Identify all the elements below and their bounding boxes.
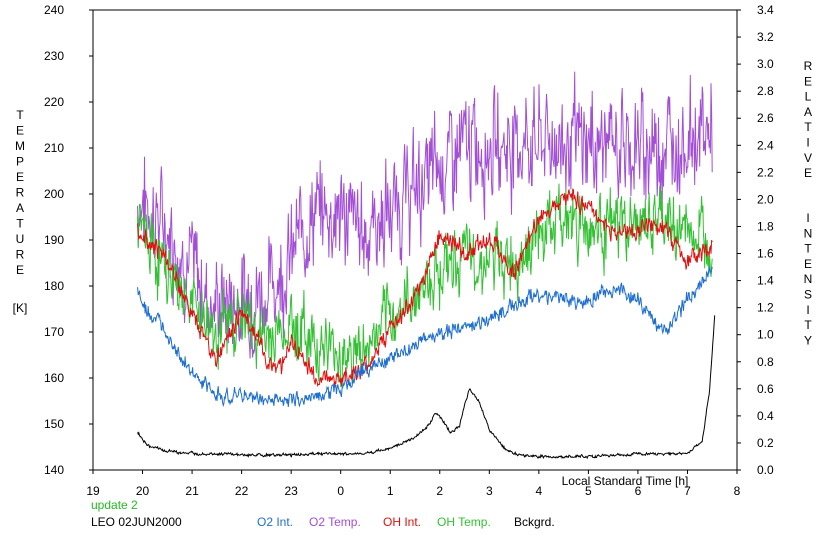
left-axis-unit: [K] <box>13 301 28 315</box>
series-line-oh-int <box>137 188 713 388</box>
left-axis-label-letter: M <box>15 139 25 153</box>
left-axis-label-letter: E <box>16 124 24 138</box>
update-note: update 2 <box>91 498 138 512</box>
left-tick-label: 180 <box>44 279 64 293</box>
right-tick-label: 0.8 <box>757 355 774 369</box>
right-axis-label-letter: Y <box>804 333 812 347</box>
right-axis-label-letter: E <box>804 166 812 180</box>
left-tick-label: 140 <box>44 463 64 477</box>
right-tick-label: 3.0 <box>757 57 774 71</box>
right-tick-label: 0.4 <box>757 409 774 423</box>
right-axis-label-letter: T <box>804 120 812 134</box>
right-tick-label: 1.8 <box>757 219 774 233</box>
right-axis-label-letter: A <box>804 105 812 119</box>
right-tick-label: 1.2 <box>757 301 774 315</box>
left-tick-label: 240 <box>44 3 64 17</box>
right-tick-label: 3.2 <box>757 30 774 44</box>
right-axis-label-letter: S <box>804 288 812 302</box>
series-line-bckgrd <box>137 315 716 460</box>
x-tick-label: 1 <box>387 484 394 498</box>
right-axis-label-letter: I <box>806 136 809 150</box>
x-tick-label: 23 <box>284 484 298 498</box>
x-tick-label: 22 <box>235 484 249 498</box>
site-date-label: LEO 02JUN2000 <box>91 515 182 529</box>
right-tick-label: 2.2 <box>757 165 774 179</box>
series-line-o2-temp <box>137 71 713 359</box>
right-axis-label-letter: V <box>804 151 812 165</box>
right-tick-label: 1.4 <box>757 274 774 288</box>
right-tick-label: 1.6 <box>757 247 774 261</box>
series-line-oh-temp <box>137 183 713 388</box>
left-tick-label: 160 <box>44 371 64 385</box>
left-axis-label-letter: T <box>16 217 24 231</box>
legend-item: O2 Temp. <box>309 515 361 529</box>
x-tick-label: 0 <box>337 484 344 498</box>
left-axis-label-letter: E <box>16 170 24 184</box>
right-axis-label-letter: N <box>804 272 813 286</box>
left-tick-label: 230 <box>44 49 64 63</box>
right-tick-label: 3.4 <box>757 3 774 17</box>
left-axis-label-letter: R <box>16 248 25 262</box>
right-tick-label: 0.6 <box>757 382 774 396</box>
x-tick-label: 5 <box>585 484 592 498</box>
right-axis-label-letter: L <box>805 90 812 104</box>
legend-item: OH Int. <box>383 515 421 529</box>
right-axis-label-letter: N <box>804 226 813 240</box>
left-axis-label-letter: T <box>16 108 24 122</box>
legend-item: OH Temp. <box>437 515 491 529</box>
x-tick-label: 19 <box>86 484 100 498</box>
right-tick-label: 2.8 <box>757 84 774 98</box>
left-tick-label: 190 <box>44 233 64 247</box>
right-tick-label: 2.4 <box>757 138 774 152</box>
left-axis-label-letter: A <box>16 201 24 215</box>
right-axis-label-letter: I <box>806 211 809 225</box>
x-tick-label: 21 <box>185 484 199 498</box>
right-tick-label: 0.2 <box>757 436 774 450</box>
x-tick-label: 4 <box>536 484 543 498</box>
series-group <box>137 71 716 460</box>
x-tick-label: 20 <box>136 484 150 498</box>
x-axis-label: Local Standard Time [h] <box>562 474 689 488</box>
x-tick-label: 8 <box>734 484 741 498</box>
left-tick-label: 200 <box>44 187 64 201</box>
right-tick-label: 2.0 <box>757 192 774 206</box>
left-tick-label: 150 <box>44 417 64 431</box>
left-axis-label-letter: U <box>16 232 25 246</box>
series-line-o2-int <box>137 266 713 408</box>
x-tick-label: 3 <box>486 484 493 498</box>
right-axis-label-letter: T <box>804 318 812 332</box>
right-axis-label-letter: I <box>806 303 809 317</box>
right-tick-label: 0.0 <box>757 463 774 477</box>
right-axis-label-letter: E <box>804 257 812 271</box>
x-tick-label: 2 <box>436 484 443 498</box>
left-axis-label-letter: R <box>16 186 25 200</box>
right-tick-label: 2.6 <box>757 111 774 125</box>
left-tick-label: 170 <box>44 325 64 339</box>
axes-group: 1401501601701801902002102202302400.00.20… <box>13 3 813 498</box>
x-tick-label: 6 <box>635 484 642 498</box>
legend-item: O2 Int. <box>257 515 293 529</box>
left-tick-label: 210 <box>44 141 64 155</box>
legend: O2 Int. O2 Temp. OH Int. OH Temp. Bckgrd. <box>257 515 555 529</box>
legend-item: Bckgrd. <box>514 515 555 529</box>
right-axis-label-letter: E <box>804 74 812 88</box>
x-tick-label: 7 <box>684 484 691 498</box>
left-axis-label-letter: E <box>16 263 24 277</box>
right-axis-label-letter: R <box>804 59 813 73</box>
left-tick-label: 220 <box>44 95 64 109</box>
right-tick-label: 1.0 <box>757 328 774 342</box>
right-axis-label-letter: T <box>804 242 812 256</box>
left-axis-label-letter: P <box>16 155 24 169</box>
